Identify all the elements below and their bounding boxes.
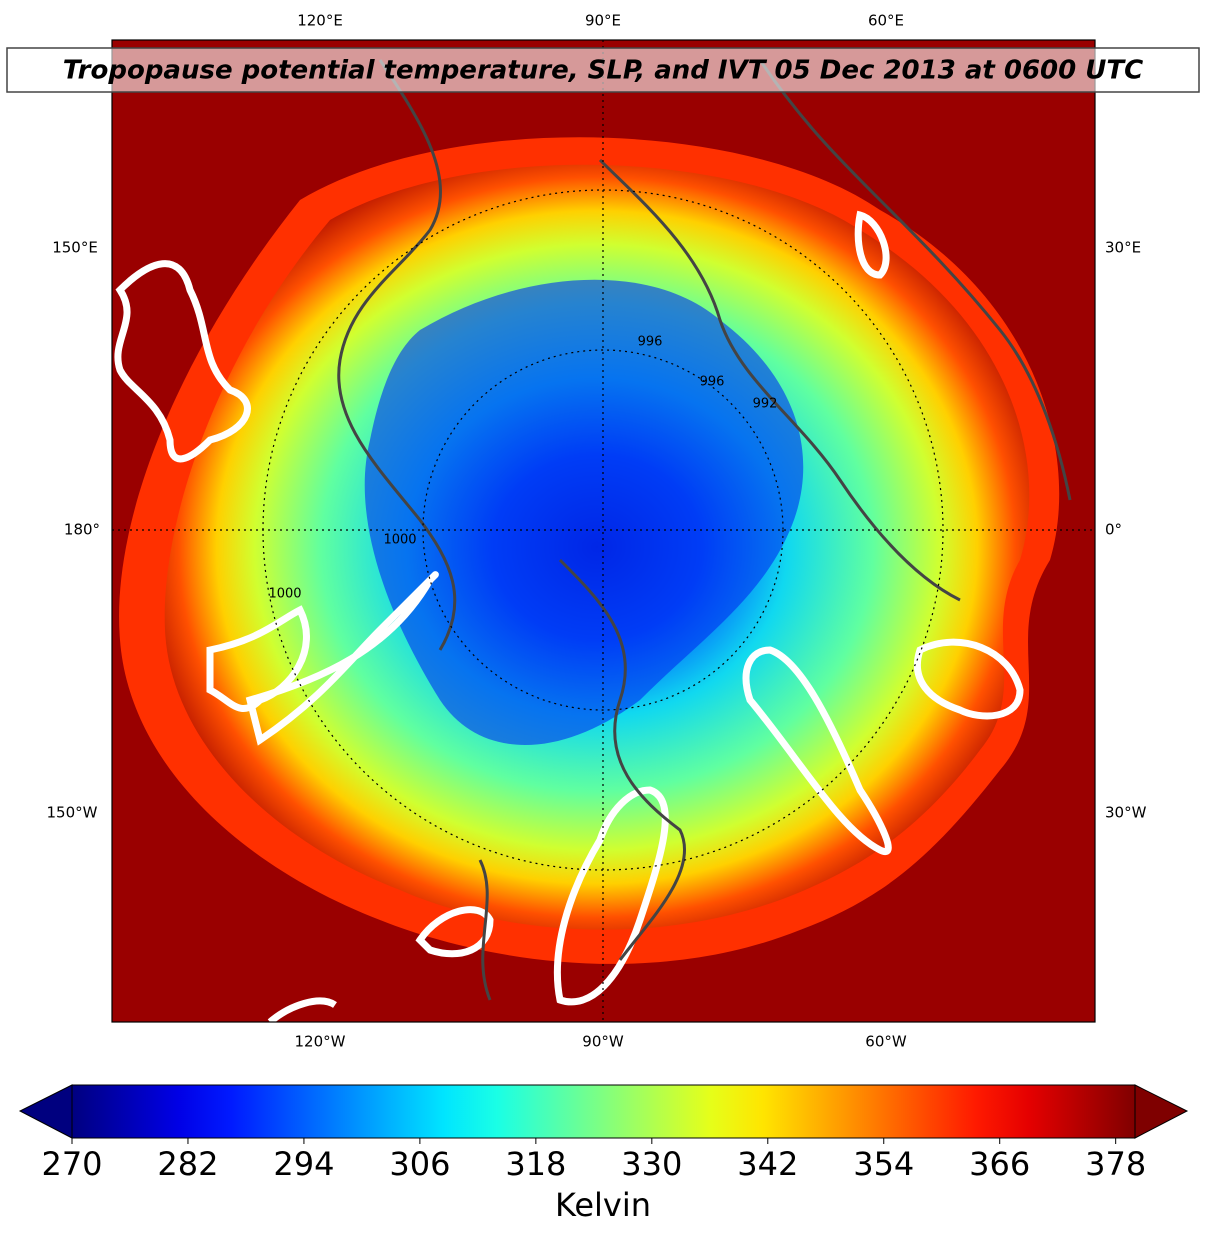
coordinate-label: 90°E bbox=[585, 12, 621, 30]
coordinate-label: 150°E bbox=[52, 239, 98, 257]
colorbar-tick-label: 270 bbox=[41, 1145, 102, 1183]
contour-label: 996 bbox=[638, 335, 663, 350]
coordinate-label: 90°W bbox=[582, 1033, 624, 1051]
title: Tropopause potential temperature, SLP, a… bbox=[63, 56, 1143, 86]
coordinate-label: 30°W bbox=[1105, 804, 1147, 822]
map-frame bbox=[111, 39, 1096, 1023]
colorbar-extend-high bbox=[1134, 1084, 1189, 1139]
colorbar-tick-label: 366 bbox=[969, 1145, 1030, 1183]
coastlines bbox=[337, 59, 1072, 1001]
colorbar-tick-label: 354 bbox=[853, 1145, 914, 1183]
colorbar-body bbox=[72, 1085, 1135, 1138]
coordinate-label: 180° bbox=[64, 521, 100, 539]
colorbar-tick-label: 282 bbox=[157, 1145, 218, 1183]
colorbar-tick-label: 318 bbox=[505, 1145, 566, 1183]
coordinate-label: 30°E bbox=[1105, 239, 1141, 257]
colorbar-tick-label: 294 bbox=[273, 1145, 334, 1183]
colorbar-tick-label: 330 bbox=[621, 1145, 682, 1183]
map bbox=[112, 40, 1095, 1022]
contour-label: 1000 bbox=[268, 587, 301, 602]
title-box bbox=[6, 47, 1200, 93]
colorbar: Kelvin 270 282 294 306 318 330 342 354 366 378 bbox=[18, 1084, 1189, 1224]
coordinate-label: 150°W bbox=[47, 804, 98, 822]
cold-core bbox=[364, 279, 804, 745]
colorbar-tick-label: 342 bbox=[737, 1145, 798, 1183]
contour-label: 992 bbox=[753, 397, 778, 412]
colorbar-outline bbox=[71, 1084, 1136, 1139]
graticule bbox=[112, 40, 1095, 1022]
coordinate-label: 60°E bbox=[868, 12, 904, 30]
contour-label: 996 bbox=[700, 375, 725, 390]
colorbar-extend-low bbox=[18, 1084, 73, 1139]
coordinate-label: 60°W bbox=[865, 1033, 907, 1051]
colorbar-label: Kelvin bbox=[555, 1186, 651, 1224]
contour-label: 1000 bbox=[383, 533, 416, 548]
colorbar-tick-label: 306 bbox=[389, 1145, 450, 1183]
colorbar-tick-label: 378 bbox=[1085, 1145, 1146, 1183]
coordinate-label: 0° bbox=[1105, 521, 1122, 539]
coordinate-label: 120°W bbox=[295, 1033, 346, 1051]
coordinate-label: 120°E bbox=[297, 12, 343, 30]
